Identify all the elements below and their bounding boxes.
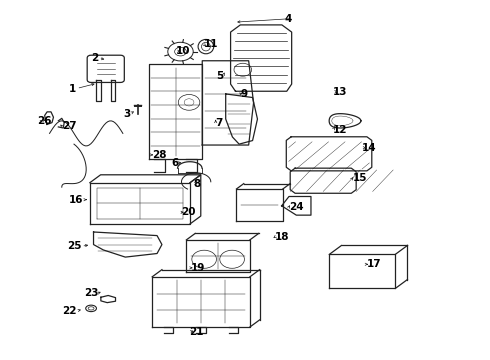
Text: 21: 21 xyxy=(189,327,203,337)
Text: 1: 1 xyxy=(69,84,76,94)
Text: 22: 22 xyxy=(62,306,76,316)
Text: 15: 15 xyxy=(352,173,367,183)
Text: 19: 19 xyxy=(191,263,206,273)
Text: 23: 23 xyxy=(84,288,98,298)
Text: 18: 18 xyxy=(274,232,289,242)
Text: 26: 26 xyxy=(37,116,52,126)
Text: 11: 11 xyxy=(203,39,218,49)
Text: 7: 7 xyxy=(216,118,223,128)
Text: 13: 13 xyxy=(333,87,347,97)
Text: 9: 9 xyxy=(240,89,247,99)
Text: 14: 14 xyxy=(362,143,377,153)
Text: 10: 10 xyxy=(175,46,190,56)
Text: 4: 4 xyxy=(284,14,292,24)
Text: 3: 3 xyxy=(123,109,130,119)
Text: 2: 2 xyxy=(91,53,98,63)
Text: 6: 6 xyxy=(172,158,179,168)
Text: 24: 24 xyxy=(289,202,304,212)
Text: 8: 8 xyxy=(194,179,201,189)
Text: 25: 25 xyxy=(67,241,81,251)
Text: 5: 5 xyxy=(216,71,223,81)
Text: 12: 12 xyxy=(333,125,347,135)
Text: 17: 17 xyxy=(367,259,382,269)
Text: 27: 27 xyxy=(62,121,76,131)
Text: 28: 28 xyxy=(152,150,167,160)
Text: 20: 20 xyxy=(181,207,196,217)
Text: 16: 16 xyxy=(69,195,84,205)
